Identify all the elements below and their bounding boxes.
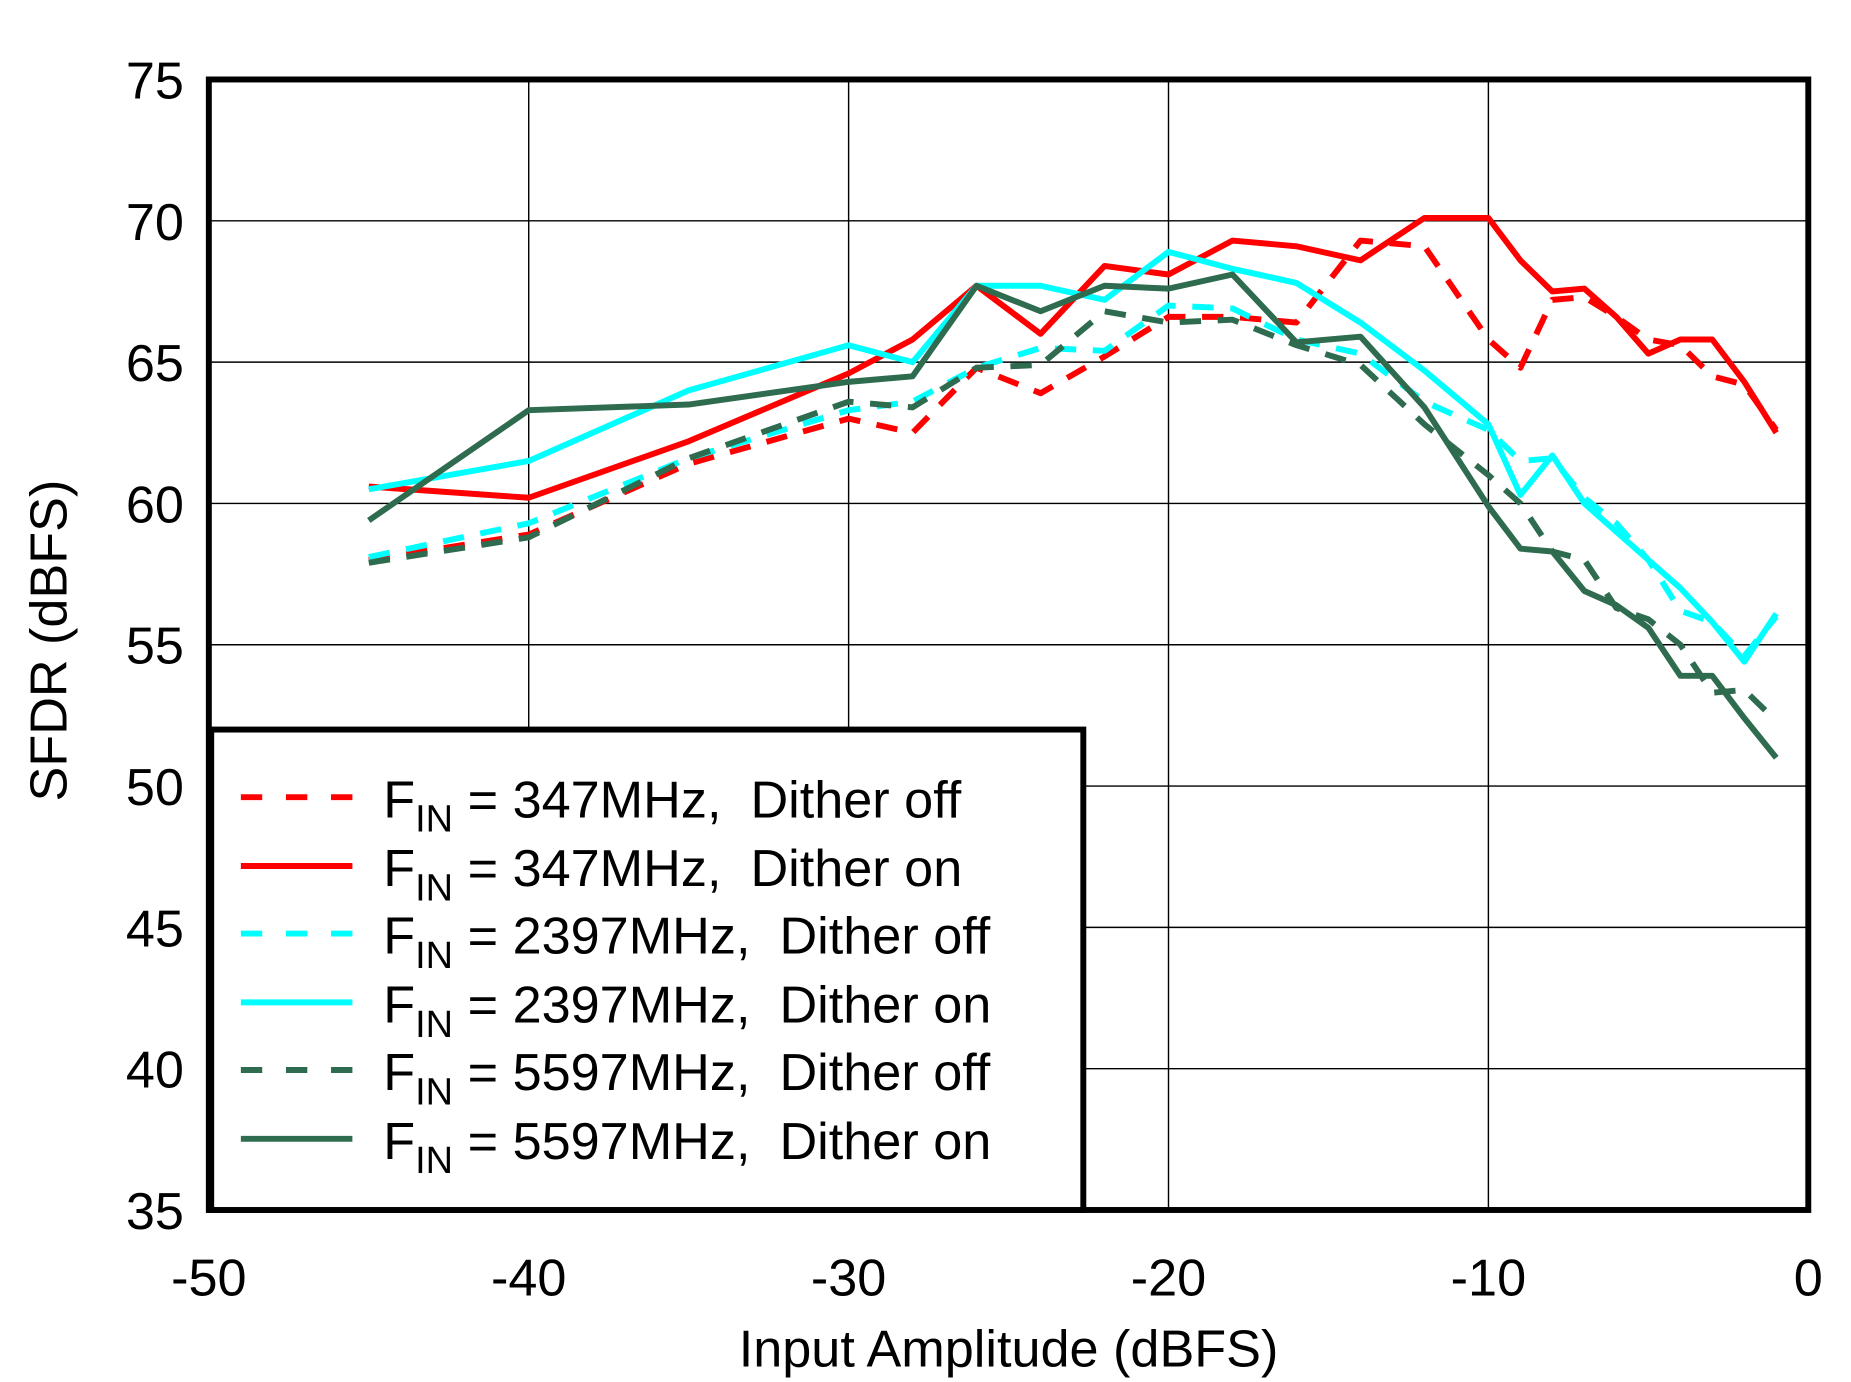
y-tick-label: 35 <box>126 1183 184 1241</box>
legend-label-main: F <box>383 908 415 966</box>
y-tick-label: 50 <box>126 759 184 817</box>
legend-label-main: F <box>383 1044 415 1102</box>
legend-entry: FIN = 5597MHz, Dither off <box>383 1044 991 1113</box>
legend-label-main: F <box>383 771 415 829</box>
legend-entry: FIN = 347MHz, Dither off <box>383 771 962 840</box>
legend-label-sub: IN <box>415 799 453 841</box>
y-tick-label: 65 <box>126 335 184 393</box>
legend-box <box>208 726 1087 1213</box>
legend-entry: FIN = 347MHz, Dither on <box>383 840 962 909</box>
legend-label-sub: IN <box>415 867 453 909</box>
legend-label-rest: = 347MHz, Dither off <box>453 771 962 829</box>
y-axis-label: SFDR (dBFS) <box>20 480 78 802</box>
series-line-4 <box>368 308 1779 724</box>
x-axis-label: Input Amplitude (dBFS) <box>739 1321 1279 1379</box>
x-tick-label: -30 <box>811 1249 886 1307</box>
x-tick-label: 0 <box>1794 1249 1823 1307</box>
y-tick-label: 40 <box>126 1042 184 1100</box>
y-tick-label: 70 <box>126 194 184 252</box>
legend-label-main: F <box>383 840 415 898</box>
series-line-1 <box>368 214 1779 501</box>
legend-label-rest: = 5597MHz, Dither off <box>453 1044 991 1102</box>
y-tick-label: 60 <box>126 476 184 534</box>
legend-label-rest: = 2397MHz, Dither on <box>453 977 991 1035</box>
x-tick-label: -10 <box>1451 1249 1526 1307</box>
x-tick-label: -40 <box>491 1249 566 1307</box>
x-tick-label: -20 <box>1131 1249 1206 1307</box>
legend-label-sub: IN <box>415 1140 453 1182</box>
series-line-3 <box>368 248 1779 665</box>
legend-entry: FIN = 2397MHz, Dither on <box>383 977 991 1046</box>
legend-label-rest: = 347MHz, Dither on <box>453 840 962 898</box>
x-tick-label: -50 <box>171 1249 246 1307</box>
legend-label-sub: IN <box>415 935 453 977</box>
legend-label-main: F <box>383 1113 415 1171</box>
legend-entry: FIN = 5597MHz, Dither on <box>383 1113 991 1182</box>
y-tick-label: 45 <box>126 900 184 958</box>
legend-label-rest: = 5597MHz, Dither on <box>453 1113 991 1171</box>
legend-label-sub: IN <box>415 1004 453 1046</box>
legend-entry: FIN = 2397MHz, Dither off <box>383 908 991 977</box>
tick-labels: -50 -40 -30 -20 -10 0 35 40 45 50 55 60 65 70 75 <box>126 52 1823 1307</box>
legend-label-main: F <box>383 977 415 1035</box>
legend-label-sub: IN <box>415 1071 453 1113</box>
series-group <box>367 214 1779 760</box>
y-tick-label: 55 <box>126 618 184 676</box>
legend-label-rest: = 2397MHz, Dither off <box>453 908 991 966</box>
y-tick-label: 75 <box>126 52 184 110</box>
